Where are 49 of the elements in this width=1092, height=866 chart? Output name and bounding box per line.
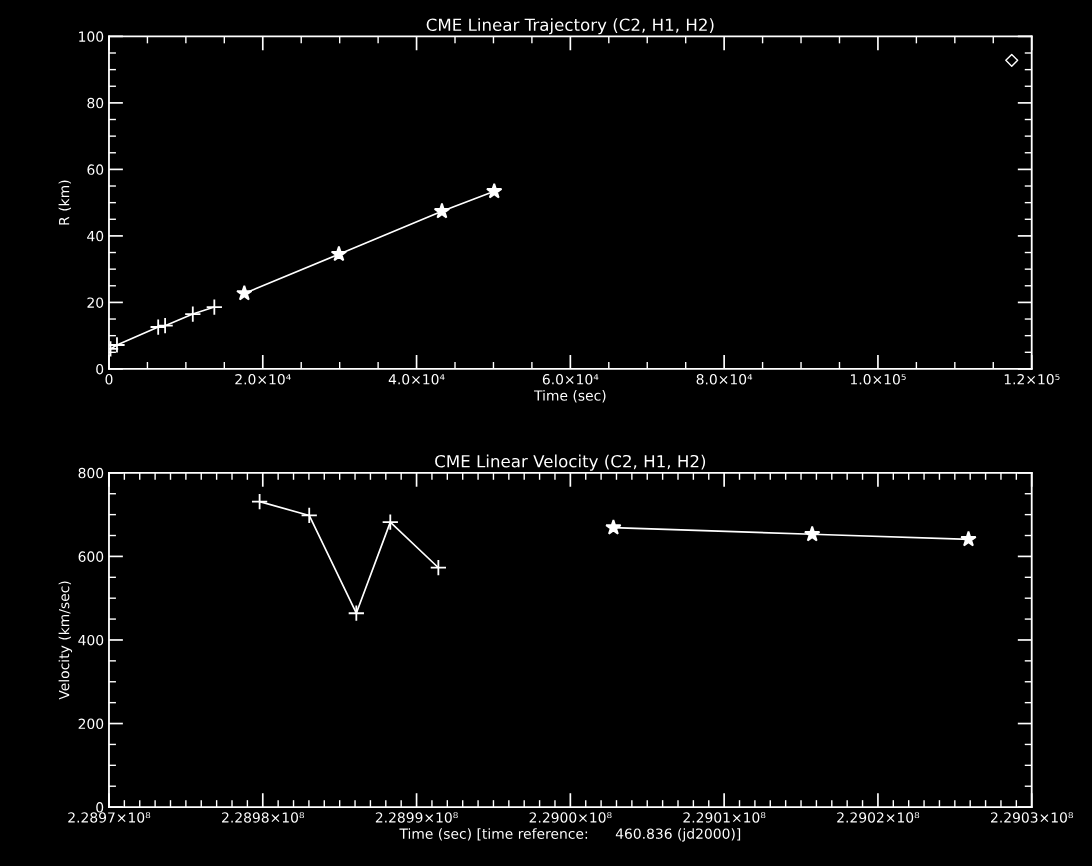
point bbox=[433, 202, 451, 219]
y-tick-label: 0 bbox=[96, 802, 104, 813]
x-tick-label: 2.2898×10⁸ bbox=[222, 812, 305, 823]
point bbox=[149, 318, 167, 336]
point bbox=[429, 559, 447, 577]
point bbox=[108, 336, 126, 354]
x-tick-label: 0 bbox=[105, 374, 113, 385]
point bbox=[251, 493, 269, 511]
x-axis-title: Time (sec) bbox=[533, 390, 606, 403]
y-tick-label: 0 bbox=[96, 363, 104, 375]
y-tick-label: 60 bbox=[87, 164, 104, 175]
point bbox=[381, 513, 399, 531]
y-tick-label: 200 bbox=[78, 718, 104, 730]
point bbox=[156, 317, 174, 335]
y-axis-title: Velocity (km/sec) bbox=[58, 581, 73, 700]
y-tick-label: 20 bbox=[87, 297, 104, 308]
y-axis-title: R (km) bbox=[58, 180, 71, 225]
x-tick-label: 2.2897×10⁸ bbox=[68, 812, 151, 823]
point bbox=[960, 530, 977, 547]
y-tick-label: 800 bbox=[78, 467, 104, 479]
y-tick-label: 600 bbox=[78, 551, 104, 562]
point bbox=[1005, 53, 1019, 67]
point bbox=[605, 519, 622, 535]
x-tick-label: 1.0×10⁵ bbox=[850, 374, 906, 385]
point bbox=[300, 506, 318, 524]
chart-title: CME Linear Velocity (C2, H1, H2) bbox=[435, 454, 706, 471]
point bbox=[205, 298, 223, 316]
x-tick-label: 2.0×10⁴ bbox=[235, 374, 291, 385]
chart-title: CME Linear Trajectory (C2, H1, H2) bbox=[426, 18, 714, 35]
y-tick-label: 100 bbox=[79, 31, 104, 42]
x-tick-label: 8.0×10⁴ bbox=[696, 374, 753, 385]
point bbox=[486, 182, 503, 199]
point bbox=[236, 284, 253, 301]
x-tick-label: 2.2900×10⁸ bbox=[529, 812, 612, 823]
point bbox=[330, 245, 348, 262]
point bbox=[184, 305, 202, 323]
x-tick-label: 2.2901×10⁸ bbox=[683, 812, 766, 823]
point bbox=[347, 604, 365, 622]
y-tick-label: 80 bbox=[87, 97, 104, 109]
x-tick-label: 2.2899×10⁸ bbox=[375, 812, 458, 823]
y-tick-label: 400 bbox=[78, 634, 104, 646]
x-tick-label: 2.2902×10⁸ bbox=[837, 812, 920, 823]
x-tick-label: 4.0×10⁴ bbox=[388, 374, 445, 385]
x-tick-label: 6.0×10⁴ bbox=[542, 374, 599, 385]
x-tick-label: 1.2×10⁵ bbox=[1004, 374, 1060, 385]
y-tick-label: 40 bbox=[87, 230, 104, 242]
x-tick-label: 2.2903×10⁸ bbox=[991, 812, 1073, 823]
x-axis-title: Time (sec) [time reference: 460.836 (jd2000)] bbox=[399, 828, 741, 842]
point bbox=[804, 525, 821, 542]
